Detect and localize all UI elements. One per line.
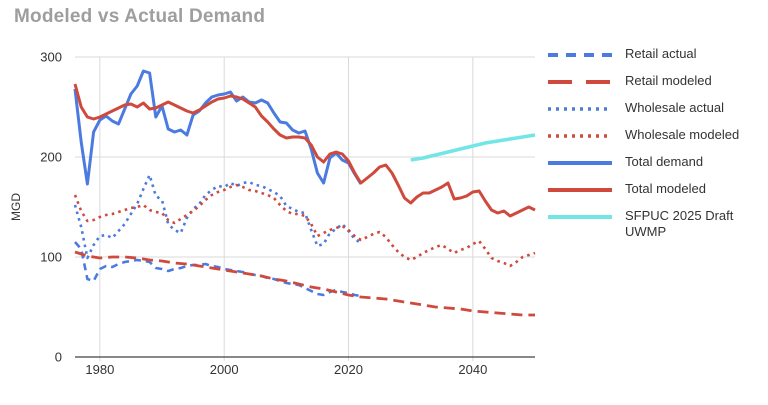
series-total-modeled [73,83,536,218]
x-tick-label: 2020 [334,362,363,377]
series-sfpuc-2025-draft-uwmp [410,133,536,162]
legend-label: Wholesale actual [625,100,724,115]
series-total-demand [73,69,363,186]
legend-swatch-wholesale-actual-icon [548,107,612,111]
legend-swatch-wholesale-modeled-icon [548,134,612,138]
series-retail-modeled [74,250,535,317]
chart-title: Modeled vs Actual Demand [14,6,266,27]
y-tick-label: 0 [55,350,62,365]
series-retail-actual [74,241,362,298]
legend-item-total-demand[interactable]: Total demand [548,154,764,170]
y-tick-label: 200 [40,150,62,165]
legend-item-retail-actual[interactable]: Retail actual [548,46,764,62]
legend-item-total-modeled[interactable]: Total modeled [548,181,764,197]
legend-item-sfpuc-2025-draft-uwmp[interactable]: SFPUC 2025 Draft UWMP [548,208,764,240]
legend-swatch-total-demand-icon [548,161,612,165]
legend-swatch-retail-modeled-icon [548,80,612,84]
series-wholesale-actual [73,173,362,260]
legend-item-wholesale-actual[interactable]: Wholesale actual [548,100,764,116]
legend-swatch-retail-actual-icon [548,53,612,57]
legend-label: Wholesale modeled [625,127,740,142]
legend-swatch-total-modeled-icon [548,188,612,192]
y-tick-label: 100 [40,250,62,265]
legend-label: SFPUC 2025 Draft UWMP [625,208,734,239]
y-axis-title: MGD [9,193,23,221]
legend-item-wholesale-modeled[interactable]: Wholesale modeled [548,127,764,143]
legend-label: Retail actual [625,46,697,61]
y-tick-label: 300 [40,50,62,65]
legend-label: Total demand [625,154,704,169]
legend-label: Retail modeled [625,73,712,88]
series-wholesale-modeled [73,183,536,268]
x-tick-label: 1980 [85,362,114,377]
x-tick-label: 2040 [458,362,487,377]
x-tick-label: 2000 [210,362,239,377]
legend-swatch-sfpuc-2025-draft-uwmp-icon [548,215,612,219]
legend-label: Total modeled [625,181,706,196]
legend-item-retail-modeled[interactable]: Retail modeled [548,73,764,89]
legend: Retail actual Retail modeled Wholesale act… [548,46,764,251]
